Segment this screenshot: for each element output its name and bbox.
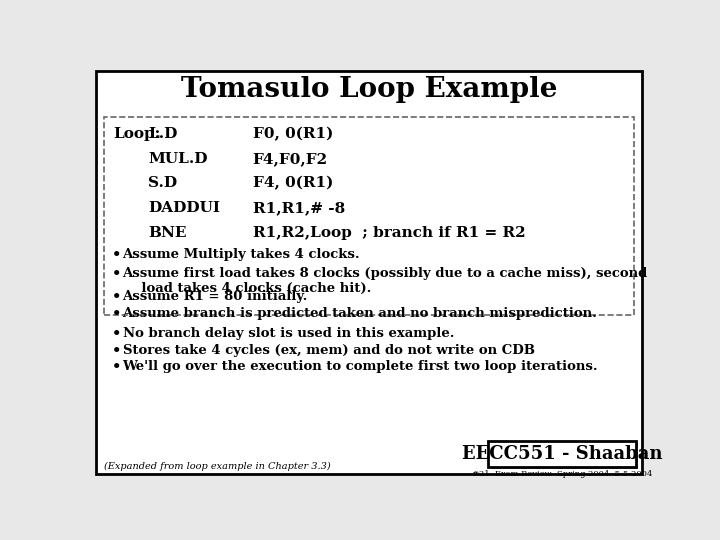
- Text: We'll go over the execution to complete first two loop iterations.: We'll go over the execution to complete …: [122, 361, 598, 374]
- Text: •: •: [112, 343, 121, 357]
- Text: (Expanded from loop example in Chapter 3.3): (Expanded from loop example in Chapter 3…: [104, 462, 330, 470]
- Text: •: •: [112, 289, 121, 303]
- Text: MUL.D: MUL.D: [148, 152, 207, 166]
- Text: BNE: BNE: [148, 226, 186, 240]
- Text: Loop:: Loop:: [113, 127, 161, 141]
- FancyBboxPatch shape: [104, 117, 634, 315]
- Text: •: •: [112, 327, 121, 341]
- Text: •: •: [112, 307, 121, 321]
- Text: Assume Multiply takes 4 clocks.: Assume Multiply takes 4 clocks.: [122, 248, 360, 261]
- Text: EECC551 - Shaaban: EECC551 - Shaaban: [462, 444, 662, 463]
- Text: F4,F0,F2: F4,F0,F2: [253, 152, 328, 166]
- Text: •: •: [112, 361, 121, 374]
- FancyBboxPatch shape: [490, 443, 638, 469]
- Text: Stores take 4 cycles (ex, mem) and do not write on CDB: Stores take 4 cycles (ex, mem) and do no…: [122, 343, 534, 356]
- Text: S.D: S.D: [148, 177, 177, 191]
- Text: Assume branch is predicted taken and no branch misprediction.: Assume branch is predicted taken and no …: [122, 307, 598, 320]
- Text: •: •: [112, 248, 121, 262]
- Text: L.D: L.D: [148, 127, 178, 141]
- Text: DADDUI: DADDUI: [148, 201, 220, 215]
- FancyBboxPatch shape: [488, 441, 636, 467]
- Text: Assume R1 = 80 initially.: Assume R1 = 80 initially.: [122, 289, 308, 302]
- Text: Tomasulo Loop Example: Tomasulo Loop Example: [181, 76, 557, 103]
- Text: F0, 0(R1): F0, 0(R1): [253, 127, 333, 141]
- Text: F4, 0(R1): F4, 0(R1): [253, 176, 333, 191]
- Text: #21  Exam Review  Spring 2004  5-5-2004: #21 Exam Review Spring 2004 5-5-2004: [472, 470, 652, 478]
- Text: R1,R2,Loop  ; branch if R1 = R2: R1,R2,Loop ; branch if R1 = R2: [253, 226, 526, 240]
- Text: Assume first load takes 8 clocks (possibly due to a cache miss), second
    load: Assume first load takes 8 clocks (possib…: [122, 267, 648, 294]
- Text: R1,R1,# -8: R1,R1,# -8: [253, 201, 345, 215]
- FancyBboxPatch shape: [96, 71, 642, 475]
- Text: No branch delay slot is used in this example.: No branch delay slot is used in this exa…: [122, 327, 454, 340]
- Text: •: •: [112, 267, 121, 281]
